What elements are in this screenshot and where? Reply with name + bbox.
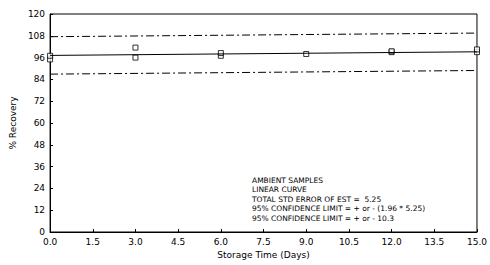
svg-text:TOTAL STD ERROR OF EST = 5.25: TOTAL STD ERROR OF EST = 5.25 (251, 195, 381, 204)
svg-text:10.5: 10.5 (339, 237, 359, 247)
svg-text:12.0: 12.0 (382, 237, 402, 247)
svg-text:0: 0 (39, 227, 45, 237)
svg-text:24: 24 (34, 183, 46, 193)
svg-text:48: 48 (34, 140, 46, 150)
svg-text:60: 60 (34, 118, 46, 128)
svg-text:13.5: 13.5 (424, 237, 444, 247)
svg-text:9.0: 9.0 (299, 237, 314, 247)
svg-text:% Recovery: % Recovery (8, 96, 18, 150)
svg-text:4.5: 4.5 (171, 237, 185, 247)
svg-text:120: 120 (28, 9, 45, 19)
svg-text:36: 36 (34, 162, 46, 172)
svg-text:108: 108 (28, 31, 45, 41)
svg-text:3.0: 3.0 (128, 237, 143, 247)
svg-text:7.5: 7.5 (256, 237, 270, 247)
svg-text:12: 12 (34, 205, 45, 215)
svg-text:AMBIENT SAMPLES: AMBIENT SAMPLES (252, 176, 323, 185)
svg-text:LINEAR CURVE: LINEAR CURVE (252, 185, 307, 194)
svg-text:6.0: 6.0 (214, 237, 229, 247)
svg-text:Storage Time (Days): Storage Time (Days) (217, 250, 309, 260)
svg-text:84: 84 (34, 74, 46, 84)
svg-text:1.5: 1.5 (86, 237, 100, 247)
svg-text:95% CONFIDENCE LIMIT = + or -: 95% CONFIDENCE LIMIT = + or - (1.96 * 5.… (252, 204, 425, 213)
svg-text:96: 96 (34, 53, 46, 63)
svg-text:15.0: 15.0 (467, 237, 487, 247)
svg-text:0.0: 0.0 (43, 237, 58, 247)
svg-text:95% CONFIDENCE LIMIT = + or -: 95% CONFIDENCE LIMIT = + or - 10.3 (252, 214, 394, 223)
svg-text:72: 72 (34, 96, 45, 106)
